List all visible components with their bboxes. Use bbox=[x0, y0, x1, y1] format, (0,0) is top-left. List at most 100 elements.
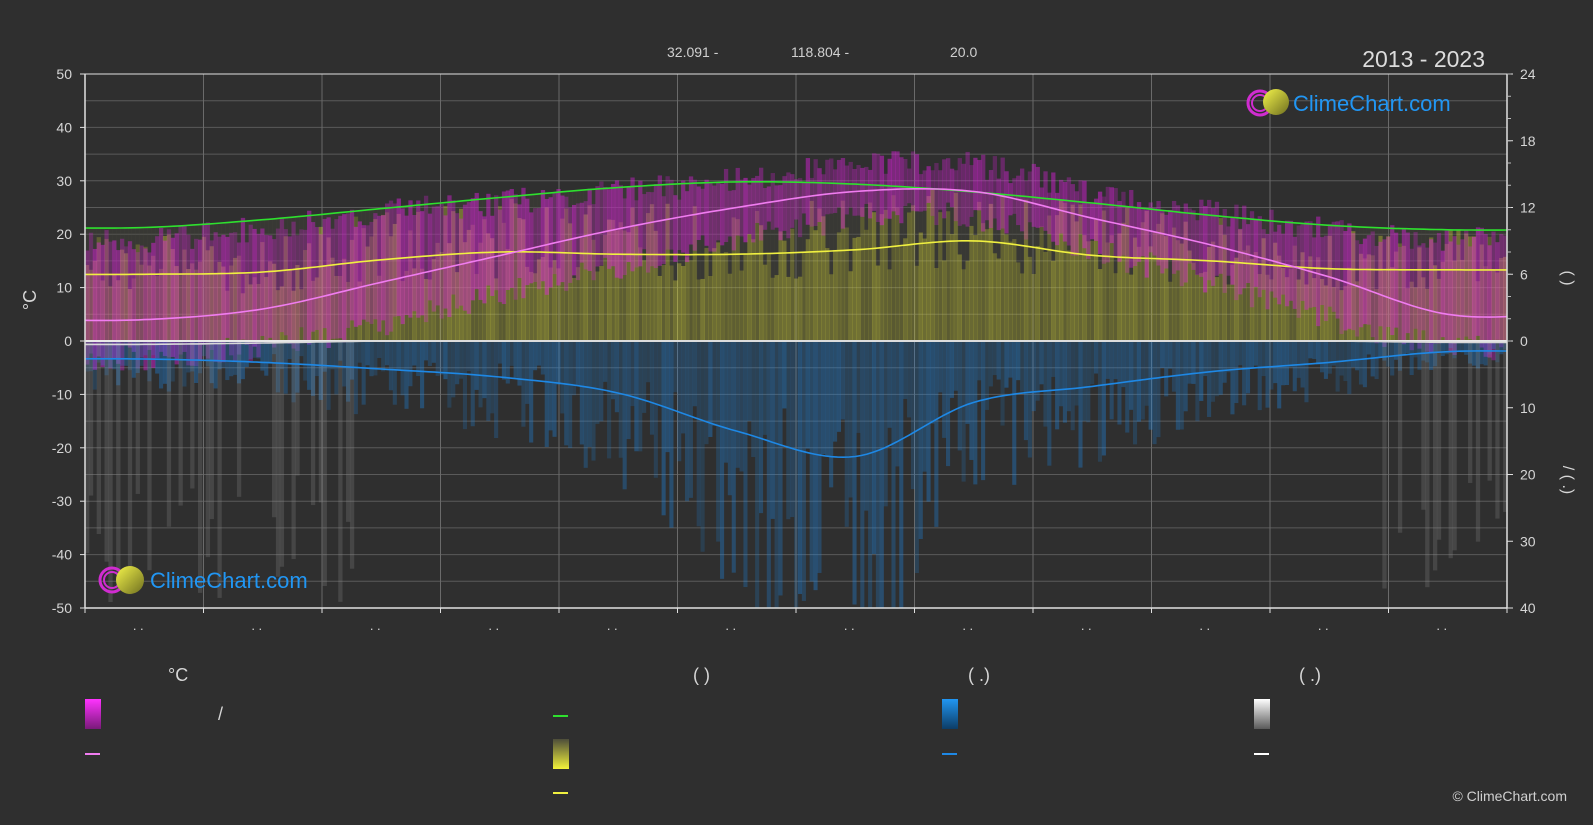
daylight-bar bbox=[965, 191, 970, 261]
daylight-bar bbox=[992, 193, 998, 254]
temp-bar bbox=[1261, 229, 1266, 290]
sunshine-bar bbox=[949, 234, 955, 341]
rain-bar bbox=[408, 341, 413, 387]
rain-bar bbox=[918, 341, 923, 539]
sunshine-bar bbox=[170, 248, 176, 341]
rain-bar bbox=[587, 341, 592, 448]
rain-bar bbox=[1292, 341, 1297, 392]
daylight-bar bbox=[603, 188, 608, 235]
rain-bar bbox=[112, 341, 117, 370]
sunshine-bar bbox=[1374, 288, 1379, 341]
daylight-bar bbox=[205, 224, 211, 251]
rain-bar bbox=[1105, 341, 1110, 379]
rain-bar bbox=[618, 341, 623, 458]
left-tick-label: -40 bbox=[52, 547, 72, 563]
sunshine-bar bbox=[1214, 277, 1220, 341]
rain-bar bbox=[1409, 341, 1414, 376]
temp-bar bbox=[1074, 191, 1079, 256]
temp-bar bbox=[1070, 184, 1075, 256]
daylight-bar bbox=[264, 219, 269, 277]
rain-bar bbox=[1257, 341, 1262, 411]
rain-bar bbox=[1152, 341, 1157, 445]
temp-bar bbox=[236, 242, 242, 355]
rain-bar bbox=[416, 341, 421, 376]
sunshine-bar bbox=[762, 264, 768, 341]
sunshine-bar bbox=[1074, 221, 1079, 341]
temp-bar bbox=[895, 151, 900, 216]
period-title: 2013 - 2023 bbox=[1362, 46, 1485, 72]
rain-bar bbox=[614, 341, 619, 413]
sunshine-bar bbox=[1121, 222, 1126, 341]
daylight-bar bbox=[1366, 227, 1372, 255]
temp-bar bbox=[591, 204, 596, 281]
daylight-bar bbox=[1362, 227, 1368, 259]
sunshine-bar bbox=[540, 256, 546, 341]
sunshine-bar bbox=[634, 225, 639, 341]
daylight-bar bbox=[338, 212, 343, 276]
x-tick-label: . . bbox=[1081, 618, 1092, 633]
temp-bar bbox=[1358, 244, 1364, 328]
rain-bar bbox=[1242, 341, 1247, 406]
temp-bar bbox=[275, 228, 281, 343]
daylight-bar bbox=[899, 186, 904, 248]
rain-bar bbox=[1062, 341, 1067, 423]
sunshine-bar bbox=[283, 236, 288, 341]
sunshine-bar bbox=[1397, 243, 1403, 341]
temp-bar bbox=[264, 234, 269, 343]
daylight-bar bbox=[1055, 199, 1060, 216]
temp-bar bbox=[455, 213, 460, 309]
temp-bar bbox=[560, 195, 565, 283]
sunshine-bar bbox=[743, 253, 748, 341]
snow-bar bbox=[166, 341, 172, 527]
sunshine-bar bbox=[1179, 243, 1185, 341]
rain-bar bbox=[159, 341, 164, 389]
rain-bar bbox=[381, 341, 386, 372]
temp-bar bbox=[1335, 221, 1340, 319]
temp-bar bbox=[1148, 202, 1153, 253]
sunshine-bar bbox=[548, 267, 553, 341]
rain-bar bbox=[1086, 341, 1091, 423]
daylight-bar bbox=[778, 181, 783, 232]
temp-bar bbox=[1000, 157, 1005, 229]
temp-bar bbox=[595, 186, 600, 267]
rain-bar bbox=[1245, 341, 1251, 394]
sunshine-bar bbox=[1078, 204, 1083, 341]
sunshine-bar bbox=[1058, 199, 1064, 341]
daylight-bar bbox=[868, 184, 873, 203]
sunshine-bar bbox=[934, 267, 939, 341]
temp-bar bbox=[162, 240, 168, 356]
temp-bar bbox=[677, 199, 682, 251]
rain-bar bbox=[455, 341, 460, 385]
x-tick-label: . . bbox=[725, 618, 736, 633]
temp-bar bbox=[490, 215, 495, 296]
rain-bar bbox=[945, 341, 951, 467]
rain-bar bbox=[1394, 341, 1399, 360]
logo-top[interactable]: ClimeChart.com bbox=[1246, 89, 1451, 117]
temp-bar bbox=[762, 188, 768, 230]
rain-bar bbox=[509, 341, 514, 366]
daylight-bar bbox=[918, 187, 924, 233]
logo-bottom[interactable]: ClimeChart.com bbox=[98, 566, 308, 594]
rain-bar bbox=[474, 341, 479, 390]
temp-bar bbox=[1144, 209, 1149, 278]
daylight-bar bbox=[1413, 229, 1418, 288]
sunshine-bar bbox=[696, 279, 701, 341]
sunshine-bar bbox=[194, 269, 199, 341]
sunshine-bar bbox=[326, 237, 331, 341]
daylight-bar bbox=[1222, 216, 1227, 235]
temp-bar bbox=[400, 208, 405, 325]
snow-bar bbox=[338, 341, 343, 602]
sunshine-bar bbox=[918, 232, 924, 341]
sunshine-bar bbox=[1101, 210, 1107, 341]
temp-bar bbox=[548, 197, 553, 288]
daylight-bar bbox=[283, 217, 288, 237]
temp-bar bbox=[190, 248, 195, 366]
daylight-bar bbox=[1051, 199, 1056, 261]
daylight-bar bbox=[244, 221, 250, 275]
daylight-bar bbox=[143, 227, 148, 247]
daylight-bar bbox=[1432, 229, 1438, 266]
daylight-bar bbox=[330, 213, 335, 258]
rain-bar bbox=[953, 341, 958, 391]
rain-bar bbox=[977, 341, 982, 381]
rain-bar bbox=[1195, 341, 1200, 422]
